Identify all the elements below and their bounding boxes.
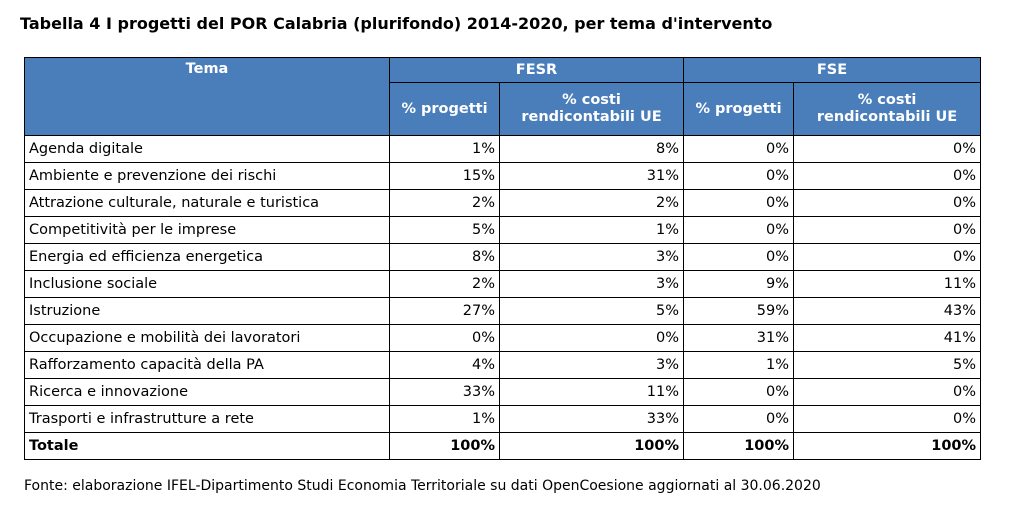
cell-tema: Ambiente e prevenzione dei rischi bbox=[24, 162, 390, 190]
cell-fesr-progetti: 2% bbox=[389, 189, 500, 217]
data-table: Tema FESR FSE % progetti % costi rendicon… bbox=[24, 57, 982, 460]
cell-fesr-costi: 1% bbox=[498, 216, 685, 244]
cell-fse-costi: 0% bbox=[793, 135, 982, 163]
table-row: Trasporti e infrastrutture a rete 1% 33%… bbox=[24, 405, 982, 433]
table-row: Agenda digitale 1% 8% 0% 0% bbox=[24, 135, 982, 163]
cell-fesr-progetti: 1% bbox=[389, 135, 500, 163]
source-note: Fonte: elaborazione IFEL-Dipartimento St… bbox=[24, 478, 821, 494]
cell-tema: Attrazione culturale, naturale e turisti… bbox=[24, 189, 390, 217]
cell-fesr-progetti: 8% bbox=[389, 243, 500, 271]
cell-fse-costi: 43% bbox=[793, 297, 982, 325]
cell-fse-progetti: 0% bbox=[683, 162, 795, 190]
header-fesr: FESR bbox=[388, 57, 685, 83]
cell-fesr-costi: 8% bbox=[498, 135, 685, 163]
cell-fse-progetti: 1% bbox=[683, 351, 795, 379]
table-row: Ricerca e innovazione 33% 11% 0% 0% bbox=[24, 378, 982, 406]
cell-tema: Trasporti e infrastrutture a rete bbox=[24, 405, 390, 433]
cell-fesr-progetti: 0% bbox=[389, 324, 500, 352]
cell-fesr-progetti: 1% bbox=[389, 405, 500, 433]
table-row: Inclusione sociale 2% 3% 9% 11% bbox=[24, 270, 982, 298]
cell-fse-progetti: 0% bbox=[683, 378, 795, 406]
header-fse-pct-progetti: % progetti bbox=[683, 82, 795, 136]
cell-fesr-progetti: 15% bbox=[389, 162, 500, 190]
cell-fse-costi: 0% bbox=[793, 162, 982, 190]
cell-fse-costi: 41% bbox=[793, 324, 982, 352]
cell-fse-costi: 0% bbox=[793, 405, 982, 433]
cell-total-fesr-progetti: 100% bbox=[389, 432, 500, 460]
cell-fesr-costi: 31% bbox=[498, 162, 685, 190]
cell-fesr-costi: 3% bbox=[498, 243, 685, 271]
cell-fesr-progetti: 33% bbox=[389, 378, 500, 406]
cell-fesr-costi: 33% bbox=[498, 405, 685, 433]
cell-fesr-costi: 3% bbox=[498, 270, 685, 298]
cell-tema: Inclusione sociale bbox=[24, 270, 390, 298]
cell-fse-costi: 5% bbox=[793, 351, 982, 379]
cell-fesr-progetti: 27% bbox=[389, 297, 500, 325]
cell-fesr-costi: 0% bbox=[498, 324, 685, 352]
header-fse: FSE bbox=[683, 57, 982, 83]
cell-fesr-progetti: 2% bbox=[389, 270, 500, 298]
table-row: Competitività per le imprese 5% 1% 0% 0% bbox=[24, 216, 982, 244]
header-fesr-pct-costi: % costi rendicontabili UE bbox=[498, 82, 685, 136]
header-fse-pct-costi: % costi rendicontabili UE bbox=[793, 82, 982, 136]
cell-fesr-progetti: 4% bbox=[389, 351, 500, 379]
header-fesr-pct-progetti: % progetti bbox=[389, 82, 500, 136]
total-row: Totale 100% 100% 100% 100% bbox=[24, 432, 982, 460]
cell-fse-costi: 0% bbox=[793, 216, 982, 244]
cell-tema: Agenda digitale bbox=[24, 135, 390, 163]
cell-total-fse-costi: 100% bbox=[793, 432, 982, 460]
cell-total-fse-progetti: 100% bbox=[683, 432, 795, 460]
cell-total-fesr-costi: 100% bbox=[498, 432, 685, 460]
cell-tema: Istruzione bbox=[24, 297, 390, 325]
table-title: Tabella 4 I progetti del POR Calabria (p… bbox=[20, 14, 773, 33]
cell-total-label: Totale bbox=[24, 432, 390, 460]
cell-tema: Energia ed efficienza energetica bbox=[24, 243, 390, 271]
cell-fse-progetti: 0% bbox=[683, 189, 795, 217]
header-tema: Tema bbox=[24, 57, 390, 136]
cell-fse-progetti: 0% bbox=[683, 405, 795, 433]
cell-fse-progetti: 0% bbox=[683, 216, 795, 244]
cell-fse-progetti: 59% bbox=[683, 297, 795, 325]
cell-fesr-costi: 11% bbox=[498, 378, 685, 406]
cell-fse-progetti: 0% bbox=[683, 135, 795, 163]
cell-fse-costi: 0% bbox=[793, 378, 982, 406]
cell-tema: Ricerca e innovazione bbox=[24, 378, 390, 406]
cell-fse-progetti: 9% bbox=[683, 270, 795, 298]
cell-tema: Occupazione e mobilità dei lavoratori bbox=[24, 324, 390, 352]
cell-fesr-costi: 3% bbox=[498, 351, 685, 379]
table-row: Energia ed efficienza energetica 8% 3% 0… bbox=[24, 243, 982, 271]
cell-fse-costi: 0% bbox=[793, 243, 982, 271]
table-row: Rafforzamento capacità della PA 4% 3% 1%… bbox=[24, 351, 982, 379]
table-row: Occupazione e mobilità dei lavoratori 0%… bbox=[24, 324, 982, 352]
table-row: Ambiente e prevenzione dei rischi 15% 31… bbox=[24, 162, 982, 190]
cell-tema: Rafforzamento capacità della PA bbox=[24, 351, 390, 379]
cell-fesr-costi: 5% bbox=[498, 297, 685, 325]
cell-fesr-progetti: 5% bbox=[389, 216, 500, 244]
cell-fesr-costi: 2% bbox=[498, 189, 685, 217]
cell-fse-costi: 11% bbox=[793, 270, 982, 298]
table-row: Attrazione culturale, naturale e turisti… bbox=[24, 189, 982, 217]
cell-fse-progetti: 0% bbox=[683, 243, 795, 271]
cell-fse-progetti: 31% bbox=[683, 324, 795, 352]
table-row: Istruzione 27% 5% 59% 43% bbox=[24, 297, 982, 325]
cell-fse-costi: 0% bbox=[793, 189, 982, 217]
cell-tema: Competitività per le imprese bbox=[24, 216, 390, 244]
